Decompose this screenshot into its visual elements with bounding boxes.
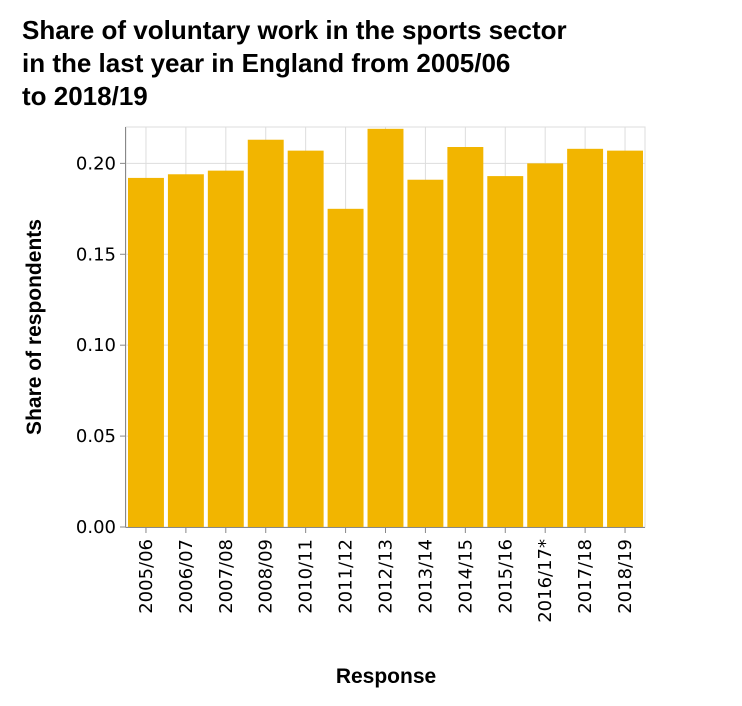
- bar: [167, 174, 204, 528]
- x-tick-label: 2017/18: [575, 539, 596, 614]
- bar: [607, 150, 644, 528]
- y-tick-label: 0.10: [76, 335, 116, 356]
- bar: [247, 139, 284, 527]
- bars: [127, 128, 644, 528]
- x-axis-title: Response: [336, 665, 436, 688]
- x-tick-label: 2013/14: [415, 539, 436, 614]
- y-tick-label: 0.15: [76, 244, 116, 265]
- bar: [447, 147, 484, 527]
- bar: [567, 148, 604, 527]
- bar: [127, 177, 164, 527]
- x-tick-label: 2005/06: [136, 539, 157, 614]
- bar: [207, 170, 244, 528]
- axes: [120, 127, 645, 533]
- y-tick-label: 0.00: [76, 517, 116, 538]
- x-tick-label: 2007/08: [216, 539, 237, 614]
- x-tick-label: 2012/13: [376, 539, 397, 614]
- y-tick-label: 0.20: [76, 153, 116, 174]
- bar: [487, 176, 524, 527]
- y-tick-label: 0.05: [76, 426, 116, 447]
- bar: [527, 163, 564, 527]
- x-tick-label: 2006/07: [176, 539, 197, 614]
- x-tick-label: 2018/19: [615, 539, 636, 614]
- bar: [327, 208, 364, 527]
- bar: [287, 150, 324, 528]
- x-tick-label: 2008/09: [256, 539, 277, 614]
- tick-labels: 0.00 0.05 0.10 0.15 0.20 2005/06 2006/07 2007/0…: [76, 153, 636, 622]
- x-tick-label: 2016/17*: [535, 539, 556, 623]
- chart-title-line-2: in the last year in England from 2005/06: [22, 48, 511, 78]
- chart-title-line-3: to 2018/19: [22, 81, 148, 111]
- x-tick-label: 2015/16: [495, 539, 516, 614]
- x-tick-label: 2014/15: [455, 539, 476, 614]
- bar: [367, 128, 404, 527]
- chart-title: Share of voluntary work in the sports se…: [22, 14, 732, 113]
- bar: [407, 179, 444, 527]
- y-axis-title: Share of respondents: [23, 219, 46, 435]
- chart-title-line-1: Share of voluntary work in the sports se…: [22, 15, 567, 45]
- x-tick-label: 2011/12: [336, 539, 357, 614]
- x-tick-label: 2010/11: [296, 539, 317, 614]
